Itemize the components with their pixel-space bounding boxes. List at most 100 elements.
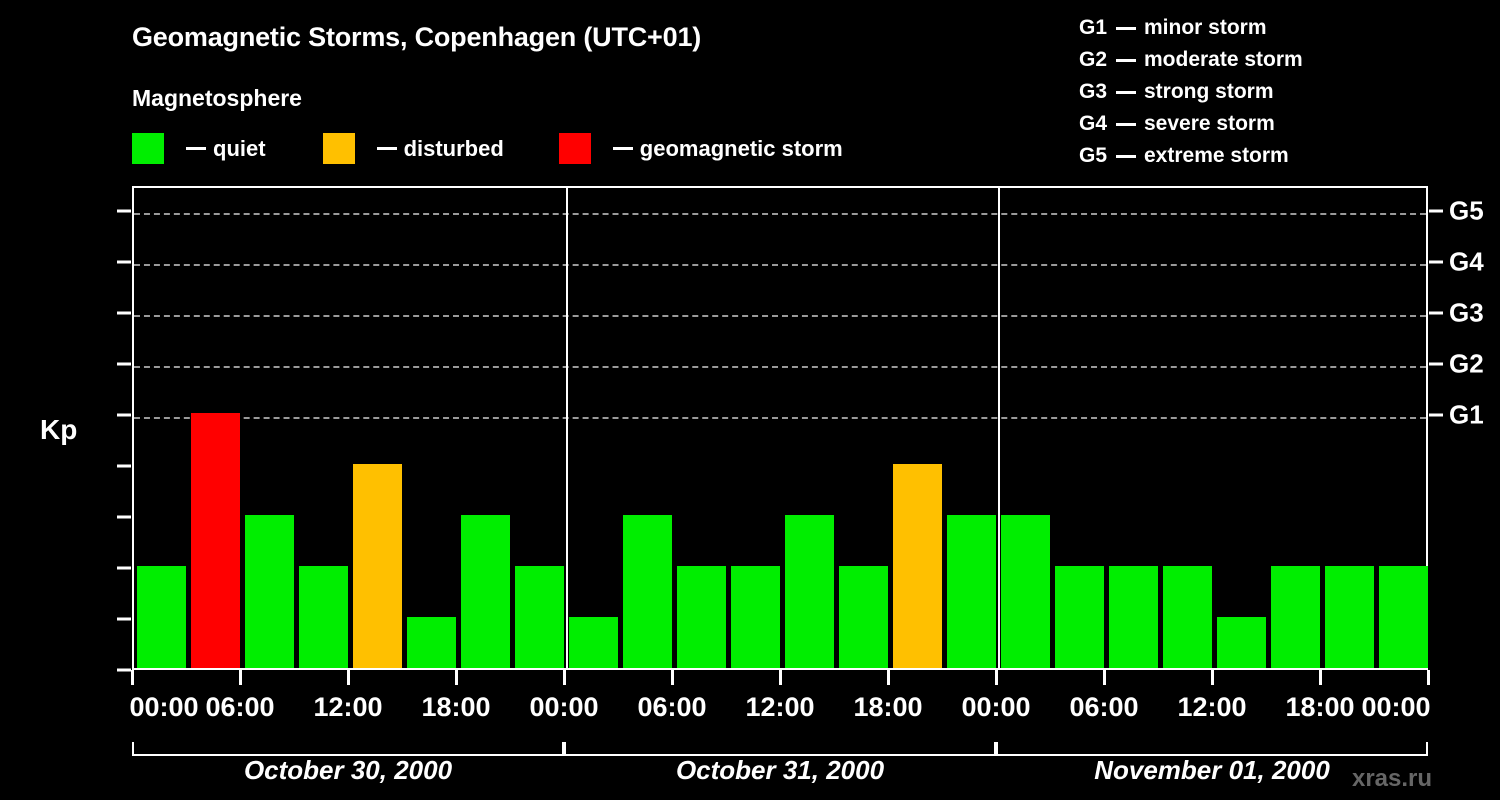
g-tick-label-g5: G5: [1449, 195, 1484, 226]
day-label-0: October 30, 2000: [243, 755, 453, 785]
y-tick-mark-2: [117, 566, 131, 570]
legend-swatch-storm-icon: [558, 133, 591, 164]
bar[interactable]: [298, 566, 348, 668]
g-tick-label-g3: G3: [1449, 297, 1484, 328]
x-tick-label-2: 12:00: [313, 692, 383, 722]
day-divider-2: [998, 188, 1000, 668]
g-scale-code-g2: G2: [1079, 48, 1108, 71]
bar[interactable]: [136, 566, 186, 668]
bar[interactable]: [1162, 566, 1212, 668]
bars-layer: [134, 188, 1428, 668]
x-tick-label-4: 00:00: [529, 692, 599, 722]
legend-dash-storm-icon: [612, 147, 633, 150]
bar[interactable]: [1216, 617, 1266, 668]
g-tick-label-g2: G2: [1449, 348, 1484, 379]
x-tick-label-0: 00:00: [129, 692, 199, 722]
day-label-2: November 01, 2000: [1094, 755, 1330, 785]
y-tick-mark-1: [117, 617, 131, 621]
legend-entry-storm: geomagnetic storm: [558, 133, 843, 164]
gridline-kp-7: [134, 315, 1426, 318]
g-tick-mark-g3: [1429, 311, 1443, 315]
legend-dash-quiet-icon: [186, 147, 206, 150]
plot-inner: [134, 188, 1428, 668]
x-tick-mark-3: [455, 670, 458, 685]
day-bracket-0: [132, 742, 564, 756]
x-tick-mark-1: [239, 670, 242, 685]
g-scale-code-g3: G3: [1079, 80, 1108, 103]
x-tick-mark-5: [671, 670, 674, 685]
x-tick-mark-12: [1427, 670, 1430, 685]
x-tick-mark-2: [347, 670, 350, 685]
bar[interactable]: [622, 515, 672, 668]
x-tick-mark-9: [1103, 670, 1106, 685]
legend-label-storm: geomagnetic storm: [639, 135, 843, 161]
plot-area: [132, 186, 1428, 670]
x-tick-label-11: 18:00: [1285, 692, 1355, 722]
x-tick-label-1: 06:00: [205, 692, 275, 722]
g-scale-desc-g3: strong storm: [1144, 80, 1274, 103]
bar[interactable]: [406, 617, 456, 668]
g-scale-dash-icon: [1116, 58, 1136, 62]
legend-label-disturbed: disturbed: [403, 135, 504, 161]
bar[interactable]: [1054, 566, 1104, 668]
y-tick-mark-8: [117, 260, 131, 264]
g-scale-row-g2: G2 moderate storm: [1079, 44, 1303, 76]
series-title: Magnetosphere: [132, 85, 302, 111]
x-tick-label-7: 18:00: [853, 692, 923, 722]
x-tick-mark-0: [131, 670, 134, 685]
watermark: xras.ru: [1351, 765, 1433, 792]
gridline-kp-9: [134, 213, 1426, 216]
y-tick-mark-4: [117, 464, 131, 468]
bar[interactable]: [1324, 566, 1374, 668]
x-tick-mark-11: [1319, 670, 1322, 685]
y-tick-mark-6: [117, 362, 131, 366]
x-tick-label-8: 00:00: [961, 692, 1031, 722]
day-label-1: October 31, 2000: [675, 755, 885, 785]
legend-swatch-disturbed-icon: [322, 133, 355, 164]
g-tick-mark-g1: [1429, 413, 1443, 417]
g-scale-dash-icon: [1116, 26, 1136, 30]
x-tick-mark-7: [887, 670, 890, 685]
g-tick-mark-g4: [1429, 260, 1443, 264]
bar[interactable]: [1000, 515, 1050, 668]
bar[interactable]: [568, 617, 618, 668]
bar[interactable]: [352, 464, 402, 668]
x-tick-label-6: 12:00: [745, 692, 815, 722]
x-tick-mark-10: [1211, 670, 1214, 685]
bar[interactable]: [892, 464, 942, 668]
g-tick-label-g4: G4: [1449, 246, 1484, 277]
g-scale-row-g4: G4 severe storm: [1079, 108, 1303, 140]
bar[interactable]: [676, 566, 726, 668]
g-scale-dash-icon: [1116, 122, 1136, 126]
x-tick-label-5: 06:00: [637, 692, 707, 722]
day-bracket-2: [996, 742, 1428, 756]
g-scale-row-g5: G5 extreme storm: [1079, 140, 1303, 172]
x-tick-label-12: 00:00: [1361, 692, 1431, 722]
gridline-kp-8: [134, 264, 1426, 267]
legend-dash-disturbed-icon: [376, 147, 397, 150]
bar[interactable]: [1108, 566, 1158, 668]
gridline-kp-5: [134, 417, 1426, 420]
y-tick-mark-5: [117, 413, 131, 417]
legend-entry-quiet: quiet: [132, 133, 266, 164]
bar[interactable]: [514, 566, 564, 668]
x-tick-label-3: 18:00: [421, 692, 491, 722]
day-divider-1: [566, 188, 568, 668]
g-scale-code-g1: G1: [1079, 16, 1108, 39]
day-bracket-1: [564, 742, 996, 756]
bar[interactable]: [190, 413, 240, 668]
bar[interactable]: [784, 515, 834, 668]
bar[interactable]: [730, 566, 780, 668]
g-scale-desc-g5: extreme storm: [1144, 144, 1289, 167]
g-scale-row-g3: G3 strong storm: [1079, 76, 1303, 108]
bar[interactable]: [1378, 566, 1428, 668]
bar[interactable]: [946, 515, 996, 668]
y-axis-label: Kp: [40, 414, 78, 445]
legend-entry-disturbed: disturbed: [322, 133, 504, 164]
bar[interactable]: [1270, 566, 1320, 668]
g-scale-row-g1: G1 minor storm: [1079, 12, 1303, 44]
g-scale-desc-g4: severe storm: [1144, 112, 1275, 135]
bar[interactable]: [244, 515, 294, 668]
bar[interactable]: [460, 515, 510, 668]
bar[interactable]: [838, 566, 888, 668]
